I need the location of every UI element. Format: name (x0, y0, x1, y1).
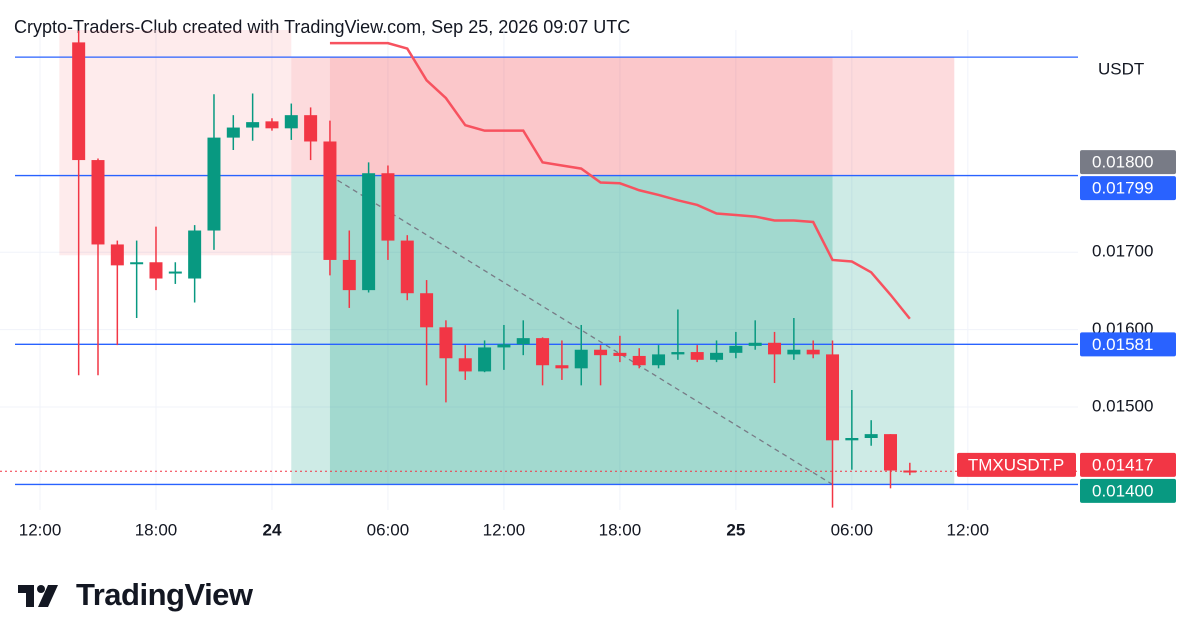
x-tick-label: 12:00 (947, 520, 990, 539)
candle-body (826, 354, 840, 441)
active-stop-zone (329, 57, 833, 176)
y-tick-label: 0.01700 (1092, 242, 1153, 261)
candle-body (226, 127, 240, 138)
candle-body (690, 352, 704, 360)
brand-logo (18, 585, 58, 607)
symbol-label: TMXUSDT.P (968, 455, 1064, 474)
candle-body (439, 327, 453, 359)
candle-body (188, 230, 202, 279)
candle-body (130, 262, 144, 265)
candle-body (381, 173, 395, 241)
x-tick-label: 12:00 (483, 520, 526, 539)
price-badge (1080, 332, 1176, 357)
price-badge (1080, 478, 1176, 503)
overlay-line (329, 41, 911, 320)
candle-body (304, 115, 318, 142)
candle-body (91, 160, 105, 245)
candle-body (729, 345, 743, 353)
candle-body (748, 342, 762, 346)
candle-body (72, 42, 86, 161)
target-zone (291, 175, 955, 485)
x-tick-label: 25 (726, 520, 745, 539)
candle-body (516, 338, 530, 345)
candle-body (284, 115, 298, 129)
candle-body (246, 122, 260, 128)
candle-body (110, 244, 124, 266)
candle-body (903, 470, 917, 473)
price-badge-label: 0.01581 (1092, 335, 1153, 354)
price-badge (1080, 176, 1176, 201)
candle-body (652, 354, 666, 366)
candle-body (671, 352, 685, 355)
candle-body (574, 349, 588, 369)
candle-body (884, 434, 898, 471)
candle-body (536, 338, 550, 366)
price-badge-label: 0.01400 (1092, 481, 1153, 500)
candle-body (400, 240, 414, 294)
candle-body (806, 349, 820, 355)
candle-body (478, 347, 492, 372)
candle-body (787, 349, 801, 355)
price-badge (1080, 150, 1176, 175)
candle-body (613, 352, 627, 356)
candle-body (710, 352, 724, 360)
candle-body (149, 262, 163, 279)
header: Crypto-Traders-Club created with Trading… (14, 17, 630, 37)
candle-body (265, 121, 279, 129)
stop-zone (291, 57, 955, 176)
candle-body (362, 173, 376, 291)
y-tick-label: 0.01500 (1092, 397, 1153, 416)
candle-body (207, 137, 221, 231)
candle-body (768, 342, 782, 355)
x-tick-label: 06:00 (831, 520, 874, 539)
candle-body (420, 293, 434, 328)
price-badge-label: 0.01417 (1092, 455, 1153, 474)
candle-body (594, 349, 608, 356)
candle-body (323, 141, 337, 260)
candle-body (555, 365, 569, 369)
price-badge-label: 0.01800 (1092, 153, 1153, 172)
symbol-badge (957, 452, 1076, 477)
x-tick-label: 18:00 (599, 520, 642, 539)
candle-body (864, 434, 878, 438)
x-tick-label: 18:00 (135, 520, 178, 539)
candle-body (632, 355, 646, 366)
price-badge (1080, 452, 1176, 477)
candle-body (168, 271, 182, 274)
currency: USDT (1098, 59, 1144, 78)
candle-body (458, 358, 472, 372)
candle-body (845, 438, 859, 441)
x-tick-label: 12:00 (19, 520, 62, 539)
x-tick-label: 24 (263, 520, 282, 539)
candle-body (342, 259, 356, 291)
price-badge-label: 0.01799 (1092, 179, 1153, 198)
brand: TradingView (76, 577, 254, 612)
candle-body (497, 344, 511, 348)
plot-area (0, 30, 1078, 510)
x-tick-label: 06:00 (367, 520, 410, 539)
